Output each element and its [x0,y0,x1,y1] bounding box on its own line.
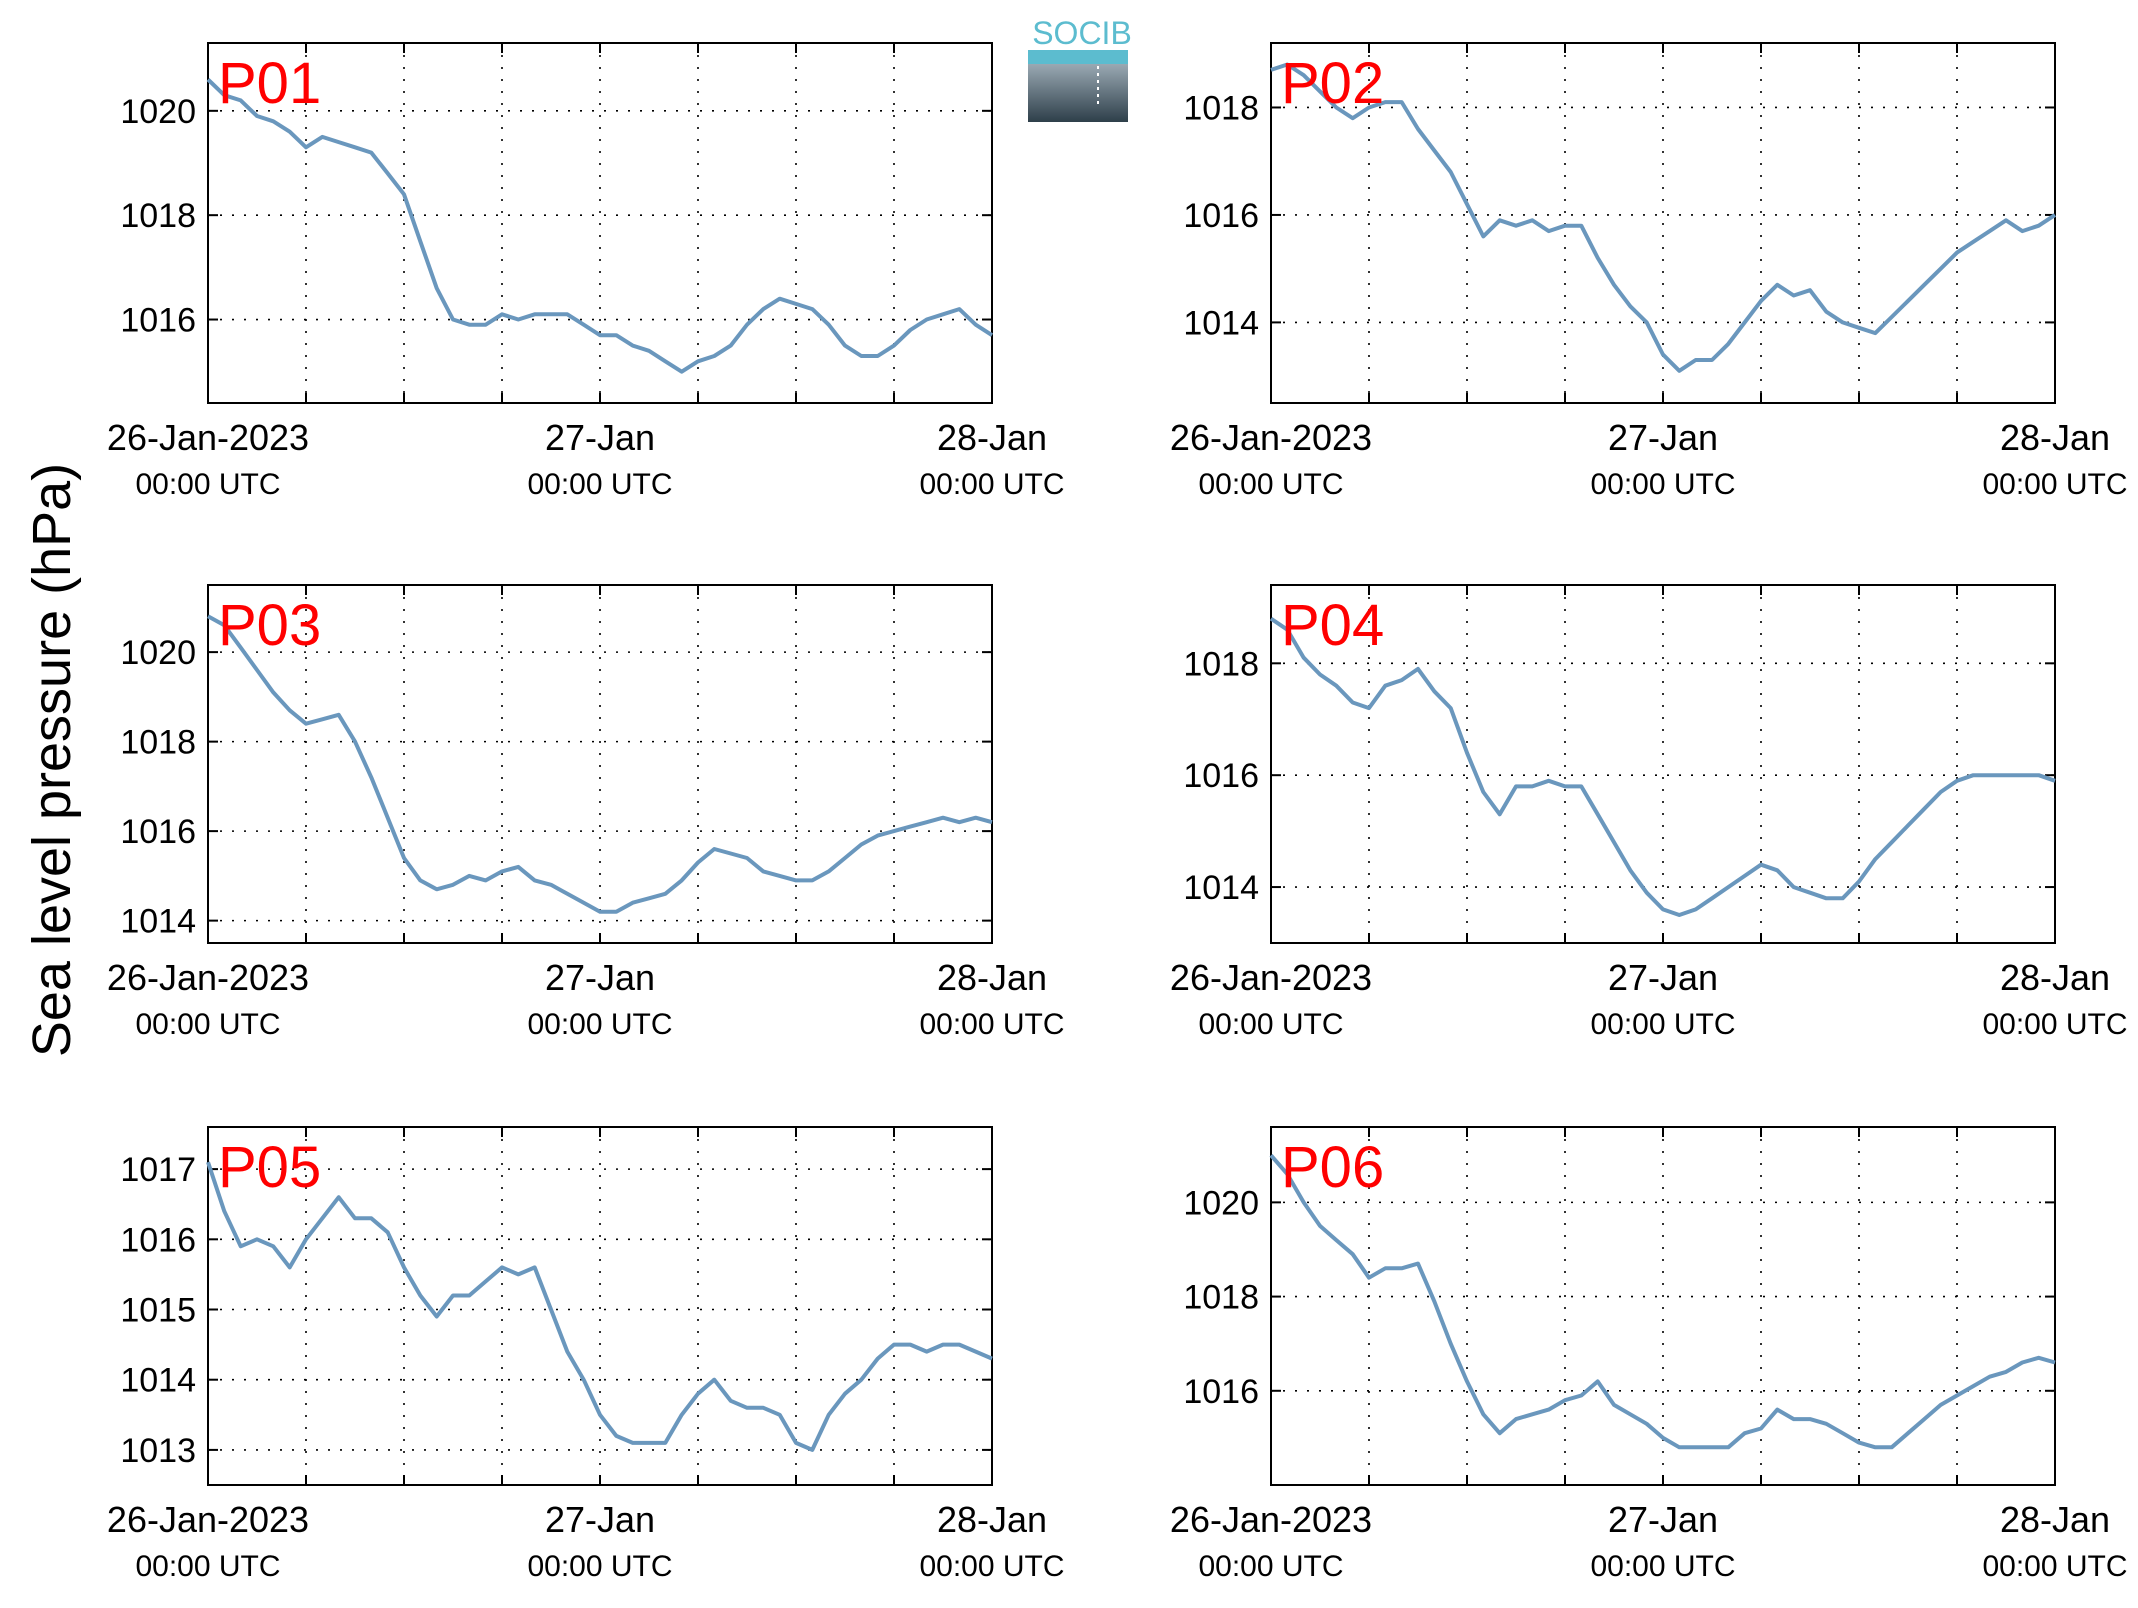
socib-logo: SOCIB [1028,15,1132,122]
axes-frame [207,1126,993,1486]
x-tick-label-date: 26-Jan-2023 [1170,417,1372,458]
x-tick-label-date: 27-Jan [1608,417,1718,458]
x-tick-label-date: 26-Jan-2023 [107,957,309,998]
axes-frame [207,584,993,944]
x-tick-label-date: 27-Jan [1608,957,1718,998]
y-tick-label: 1013 [120,1432,196,1470]
pressure-series-line [1269,1153,2056,1450]
x-tick-label-date: 27-Jan [545,417,655,458]
panels: 1016 1018 1020 26-Jan-2023 00:00 UTC 27-Jan 00… [107,42,2128,1583]
y-tick-label: 1016 [120,813,196,851]
y-tick-label: 1020 [120,93,196,131]
panel-p03: 1014 1016 1018 1020 26-Jan-2023 00:00 UTC 27-J… [107,584,1065,1041]
y-tick-label: 1014 [120,1362,196,1400]
panel-p01: 1016 1018 1020 26-Jan-2023 00:00 UTC 27-Jan 00… [107,42,1065,501]
y-tick-label: 1018 [120,197,196,235]
y-tick-label: 1014 [120,903,196,941]
axes-frame [1270,584,2056,944]
y-tick-label: 1015 [120,1292,196,1330]
panel-title: P04 [1281,593,1384,658]
x-tick-label-date: 28-Jan [2000,957,2110,998]
panel-title: P05 [218,1135,321,1200]
y-tick-label: 1016 [1183,197,1259,235]
x-tick-label-time: 00:00 UTC [919,468,1064,501]
x-tick-label-time: 00:00 UTC [1198,1008,1343,1041]
x-tick-label-time: 00:00 UTC [1198,468,1343,501]
logo-text: SOCIB [1032,15,1132,51]
y-axis-label: Sea level pressure (hPa) [22,463,82,1057]
x-tick-label-date: 28-Jan [937,1499,1047,1540]
x-tick-label-date: 28-Jan [2000,417,2110,458]
x-tick-label-date: 27-Jan [545,1499,655,1540]
x-tick-label-time: 00:00 UTC [1982,1008,2127,1041]
x-tick-label-date: 26-Jan-2023 [107,417,309,458]
y-tick-label: 1017 [120,1151,196,1189]
y-tick-label: 1018 [1183,645,1259,683]
axes-frame [1270,1126,2056,1486]
panel-p02: 1014 1016 1018 26-Jan-2023 00:00 UTC 27-Jan 00… [1170,42,2128,501]
panel-p05: 1013 1014 1015 1016 1017 26-Jan-2023 00:00 UTC… [107,1126,1065,1583]
x-tick-label-time: 00:00 UTC [1590,468,1735,501]
y-tick-label: 1018 [1183,89,1259,127]
x-tick-label-time: 00:00 UTC [527,468,672,501]
x-tick-label-time: 00:00 UTC [1982,1550,2127,1583]
panel-p06: 1016 1018 1020 26-Jan-2023 00:00 UTC 27-Jan 00… [1170,1126,2128,1583]
panel-title: P01 [218,51,321,116]
y-tick-label: 1016 [1183,757,1259,795]
x-tick-label-time: 00:00 UTC [135,1550,280,1583]
x-tick-label-date: 28-Jan [2000,1499,2110,1540]
y-tick-label: 1014 [1183,304,1259,342]
x-tick-label-time: 00:00 UTC [527,1550,672,1583]
x-tick-label-date: 26-Jan-2023 [1170,957,1372,998]
x-tick-label-time: 00:00 UTC [1198,1550,1343,1583]
pressure-series-line [206,78,994,374]
pressure-series-line [206,1161,993,1452]
pressure-series-line [207,614,993,914]
x-tick-label-date: 28-Jan [937,417,1047,458]
pressure-series-line [1269,616,2056,917]
x-tick-label-date: 27-Jan [545,957,655,998]
y-tick-label: 1016 [1183,1373,1259,1411]
x-tick-label-time: 00:00 UTC [135,468,280,501]
y-tick-label: 1016 [120,302,196,340]
x-tick-label-time: 00:00 UTC [1982,468,2127,501]
x-tick-label-date: 26-Jan-2023 [1170,1499,1372,1540]
y-tick-label: 1018 [1183,1279,1259,1317]
x-tick-label-date: 28-Jan [937,957,1047,998]
panel-p04: 1014 1016 1018 26-Jan-2023 00:00 UTC 27-Jan 00… [1170,584,2128,1041]
y-tick-label: 1020 [120,634,196,672]
y-tick-label: 1020 [1183,1184,1259,1222]
x-tick-label-time: 00:00 UTC [1590,1550,1735,1583]
x-tick-label-time: 00:00 UTC [135,1008,280,1041]
x-tick-label-time: 00:00 UTC [919,1550,1064,1583]
x-tick-label-time: 00:00 UTC [1590,1008,1735,1041]
panel-title: P03 [218,593,321,658]
x-tick-label-date: 27-Jan [1608,1499,1718,1540]
y-tick-label: 1016 [120,1221,196,1259]
panel-title: P06 [1281,1135,1384,1200]
y-tick-label: 1018 [120,724,196,762]
x-tick-label-date: 26-Jan-2023 [107,1499,309,1540]
pressure-series-line [1270,62,2057,373]
x-tick-label-time: 00:00 UTC [919,1008,1064,1041]
y-tick-label: 1014 [1183,869,1259,907]
x-tick-label-time: 00:00 UTC [527,1008,672,1041]
panel-title: P02 [1281,51,1384,116]
